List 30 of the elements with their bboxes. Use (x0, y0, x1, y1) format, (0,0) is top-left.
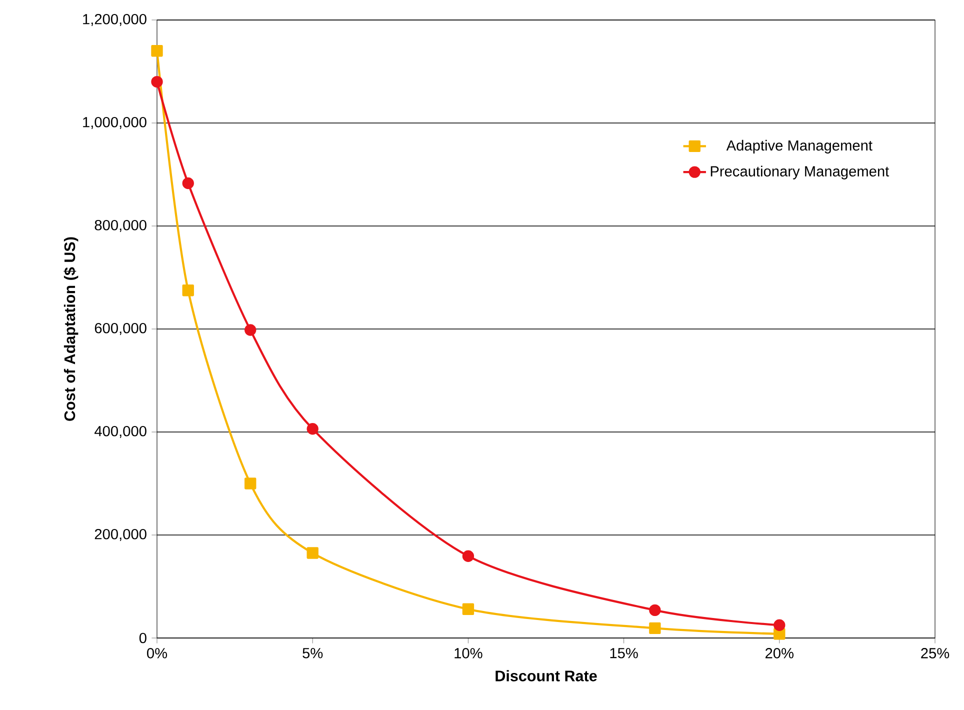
legend-label: Precautionary Management (710, 166, 890, 180)
y-tick-label: 200,000 (94, 528, 146, 542)
point (182, 284, 194, 296)
y-tick-label: 800,000 (94, 220, 146, 232)
x-tick-label: 10% (454, 648, 482, 658)
y-tick-label: 400,000 (94, 426, 146, 438)
point (182, 177, 194, 190)
legend-label: Adaptive Management (726, 140, 872, 154)
point (151, 76, 163, 88)
point (244, 324, 256, 336)
x-tick-label: 20% (766, 648, 794, 658)
point (462, 550, 474, 562)
point (306, 423, 318, 435)
point (462, 603, 474, 616)
x-axis-title: Discount Rate (496, 670, 597, 682)
y-axis-title: Cost of Adaptation ($ US) (64, 237, 78, 421)
x-tick-label: 5% (302, 648, 323, 658)
x-tick-label: 25% (921, 648, 950, 658)
point (244, 478, 256, 490)
x-tick-label: 0% (147, 648, 168, 658)
point (306, 547, 318, 559)
point (151, 45, 163, 57)
y-tick-label: 600,000 (94, 322, 146, 336)
y-tick-label: 1,200,000 (83, 14, 146, 26)
point (774, 619, 786, 631)
point (649, 622, 661, 634)
y-tick-label: 0 (139, 632, 146, 644)
point (649, 604, 661, 616)
x-tick-label: 15% (610, 648, 638, 658)
y-tick-label: 1,000,000 (83, 116, 146, 130)
